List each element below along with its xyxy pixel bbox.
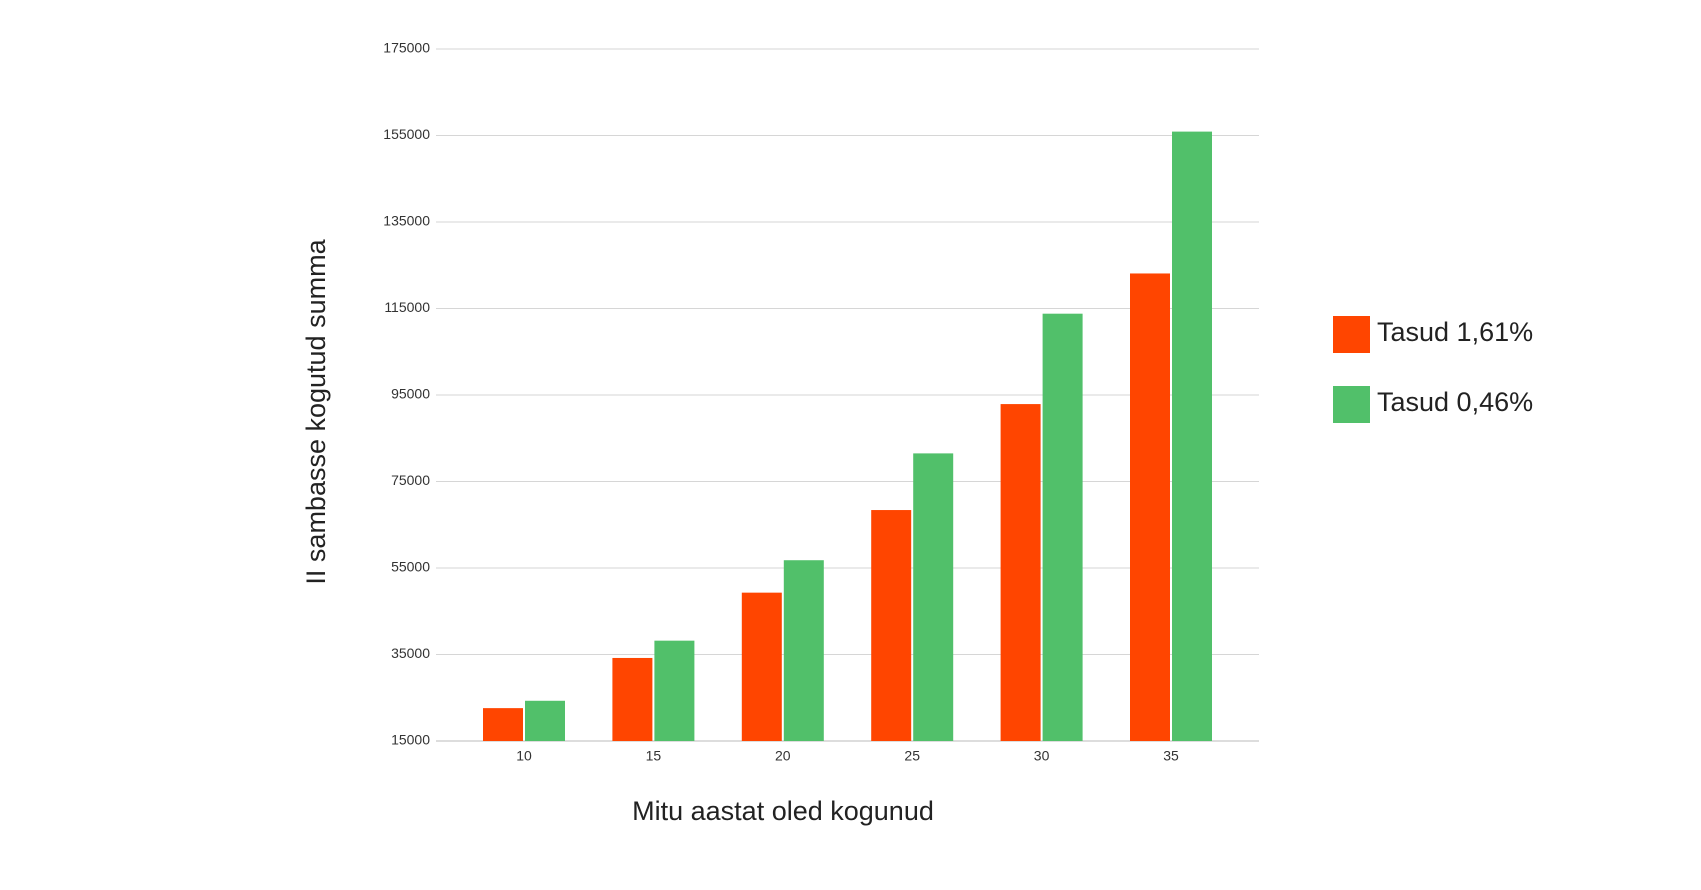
y-axis-title: II sambasse kogutud summa <box>301 238 331 584</box>
bar <box>1172 131 1212 742</box>
legend-label: Tasud 0,46% <box>1377 387 1533 417</box>
y-tick-label: 115000 <box>384 299 430 315</box>
y-tick-label: 15000 <box>391 732 430 748</box>
x-tick-label: 15 <box>646 748 662 764</box>
x-tick-label: 25 <box>904 748 920 764</box>
legend-swatch <box>1333 316 1370 353</box>
bar <box>783 560 824 741</box>
bar <box>483 708 523 741</box>
x-tick-label: 20 <box>775 748 791 764</box>
bar <box>525 700 565 741</box>
bar <box>871 510 912 741</box>
x-tick-label: 35 <box>1163 748 1179 764</box>
y-tick-label: 55000 <box>391 559 430 575</box>
bar <box>1042 313 1083 741</box>
y-tick-label: 75000 <box>391 472 430 488</box>
y-tick-label: 95000 <box>391 386 430 402</box>
bar <box>913 453 954 741</box>
x-tick-label: 10 <box>516 748 532 764</box>
bar <box>1000 404 1041 741</box>
legend-label: Tasud 1,61% <box>1377 317 1533 347</box>
x-tick-label: 30 <box>1034 748 1050 764</box>
bar <box>612 657 653 741</box>
y-tick-label: 135000 <box>383 213 430 229</box>
y-tick-label: 35000 <box>391 645 430 661</box>
x-axis-title: Mitu aastat oled kogunud <box>632 796 934 826</box>
bar <box>741 592 782 741</box>
bar <box>654 640 695 741</box>
bar <box>1130 273 1170 741</box>
legend-swatch <box>1333 386 1370 423</box>
y-tick-label: 175000 <box>383 40 430 56</box>
y-tick-label: 155000 <box>383 126 430 142</box>
